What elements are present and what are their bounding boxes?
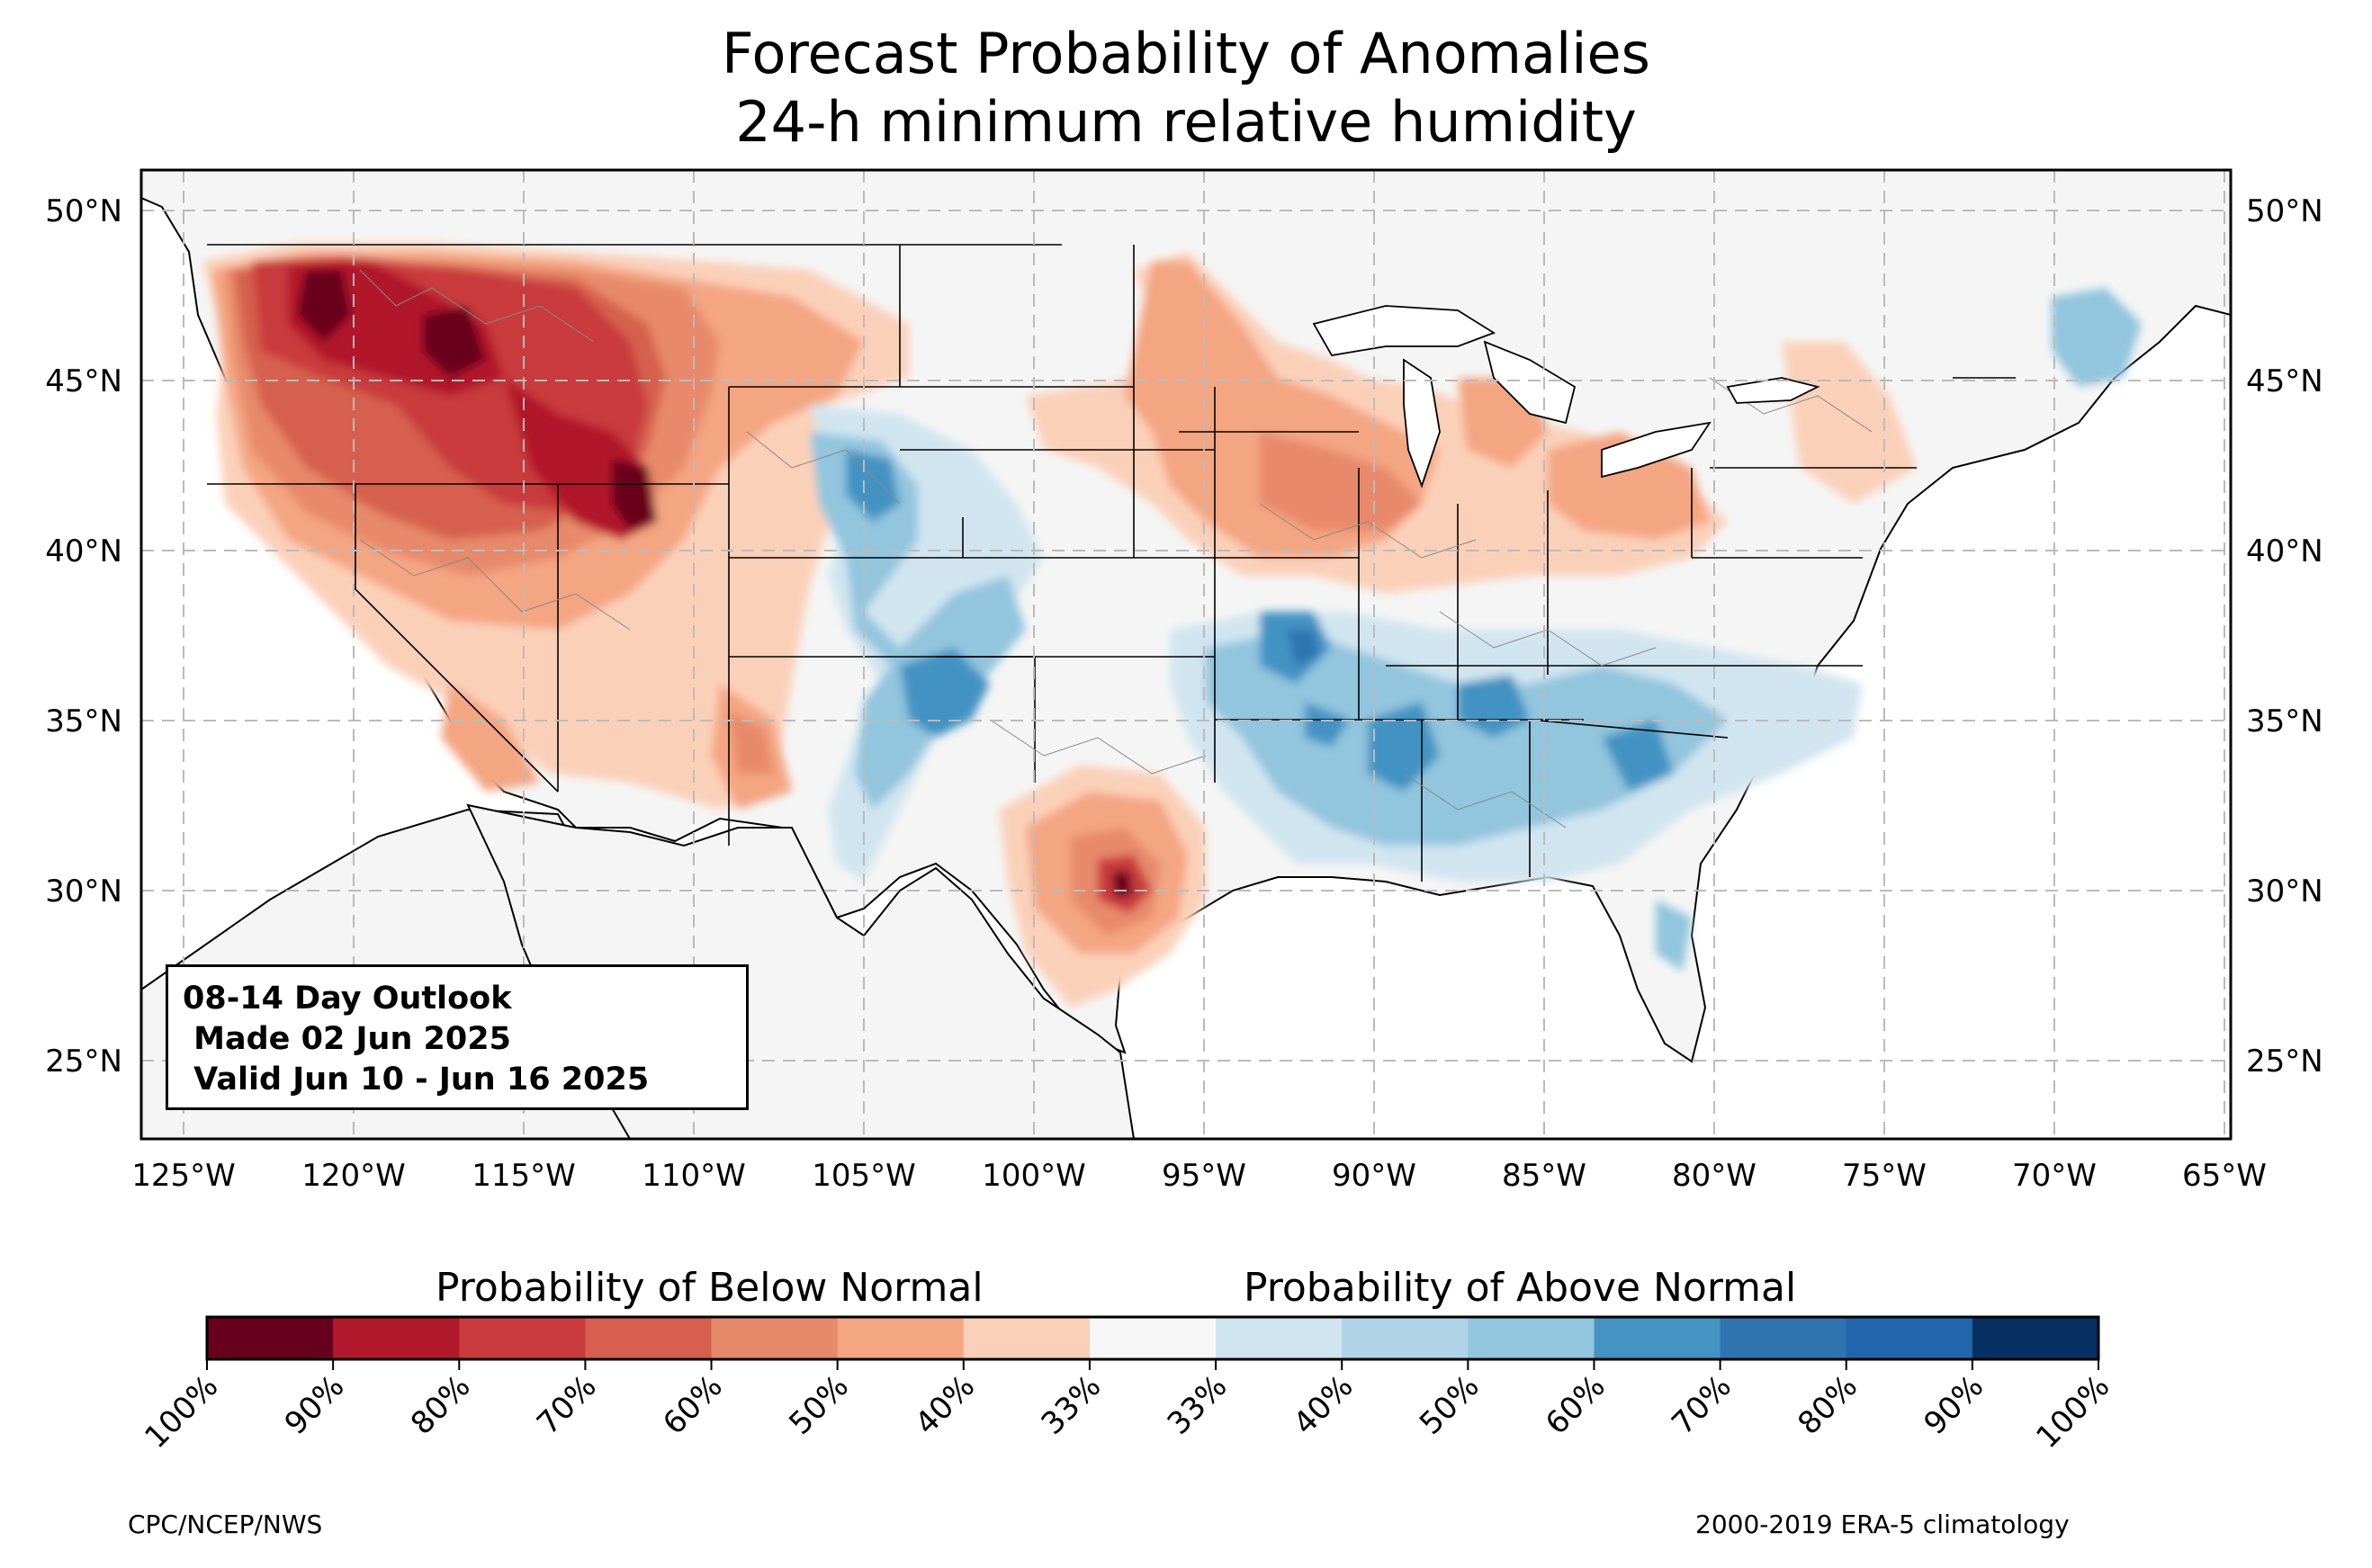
colorbar bbox=[207, 1317, 2099, 1359]
map-subtitle: 24-h minimum relative humidity bbox=[735, 89, 1637, 155]
lat-tick-left: 45°N bbox=[45, 363, 122, 399]
lon-tick: 70°W bbox=[2012, 1158, 2097, 1194]
outlook-info-box: 08-14 Day Outlook Made 02 Jun 2025 Valid… bbox=[166, 964, 749, 1110]
colorbar-tick-label: 80% bbox=[404, 1368, 478, 1442]
lon-tick: 80°W bbox=[1672, 1158, 1757, 1194]
footer-source: CPC/NCEP/NWS bbox=[128, 1510, 323, 1539]
colorbar-tick-label: 40% bbox=[1287, 1368, 1361, 1442]
colorbar-tick-label: 90% bbox=[278, 1368, 352, 1442]
colorbar-tick-label: 50% bbox=[782, 1368, 856, 1442]
lon-tick: 85°W bbox=[1502, 1158, 1586, 1194]
colorbar-segment bbox=[1089, 1317, 1217, 1359]
colorbar-segment bbox=[1846, 1317, 1973, 1359]
colorbar-frame bbox=[205, 1315, 2100, 1361]
lat-tick-right: 35°N bbox=[2246, 703, 2323, 739]
colorbar-segment bbox=[459, 1317, 586, 1359]
colorbar-tick-label: 50% bbox=[1413, 1368, 1487, 1442]
colorbar-tick-label: 70% bbox=[530, 1368, 604, 1442]
lat-tick-right: 50°N bbox=[2246, 193, 2323, 229]
colorbar-tick-label: 60% bbox=[656, 1368, 730, 1442]
lat-tick-right: 30°N bbox=[2246, 874, 2323, 909]
colorbar-segment bbox=[1342, 1317, 1469, 1359]
colorbar-tick-label: 100% bbox=[138, 1368, 225, 1456]
lon-tick: 75°W bbox=[1842, 1158, 1927, 1194]
colorbar-tick-label: 40% bbox=[908, 1368, 982, 1442]
colorbar-segment bbox=[333, 1317, 460, 1359]
colorbar-tick-label: 90% bbox=[1918, 1368, 1991, 1442]
outlook-period: 08-14 Day Outlook bbox=[183, 981, 512, 1017]
great-lakes bbox=[1312, 305, 1820, 488]
colorbar-segment bbox=[1216, 1317, 1343, 1359]
lon-tick: 90°W bbox=[1332, 1158, 1416, 1194]
lon-tick: 95°W bbox=[1162, 1158, 1246, 1194]
map-title: Forecast Probability of Anomalies bbox=[722, 21, 1650, 86]
lon-tick: 105°W bbox=[812, 1158, 916, 1194]
colorbar-tick-label: 70% bbox=[1665, 1368, 1739, 1442]
colorbar-segment bbox=[1972, 1317, 2099, 1359]
lon-tick: 65°W bbox=[2182, 1158, 2267, 1194]
colorbar-tick-label: 100% bbox=[2029, 1368, 2116, 1456]
colorbar-segment bbox=[1594, 1317, 1721, 1359]
colorbar-segment bbox=[207, 1317, 334, 1359]
lat-tick-right: 40°N bbox=[2246, 533, 2323, 569]
footer-climatology: 2000-2019 ERA-5 climatology bbox=[1695, 1510, 2070, 1539]
outlook-valid-range: Valid Jun 10 - Jun 16 2025 bbox=[183, 1062, 650, 1098]
colorbar-tick-label: 33% bbox=[1035, 1368, 1109, 1442]
probability-shading bbox=[202, 243, 2142, 1008]
lat-tick-left: 40°N bbox=[45, 533, 122, 569]
lat-tick-right: 45°N bbox=[2246, 363, 2323, 399]
lat-tick-left: 50°N bbox=[45, 193, 122, 229]
colorbar-segment bbox=[711, 1317, 839, 1359]
lat-tick-left: 35°N bbox=[45, 703, 122, 739]
colorbar-tick-label: 80% bbox=[1791, 1368, 1864, 1442]
below-normal-label: Probability of Below Normal bbox=[436, 1265, 984, 1311]
colorbar-segment bbox=[837, 1317, 965, 1359]
colorbar-segment bbox=[585, 1317, 713, 1359]
colorbar-segment bbox=[963, 1317, 1091, 1359]
colorbar-segment bbox=[1720, 1317, 1847, 1359]
lon-tick: 115°W bbox=[472, 1158, 576, 1194]
lon-tick: 125°W bbox=[131, 1158, 236, 1194]
lat-tick-right: 25°N bbox=[2246, 1044, 2323, 1080]
outlook-made-date: Made 02 Jun 2025 bbox=[183, 1021, 511, 1057]
colorbar-segment bbox=[1468, 1317, 1595, 1359]
lon-tick: 110°W bbox=[642, 1158, 746, 1194]
above-normal-label: Probability of Above Normal bbox=[1244, 1265, 1797, 1311]
map-frame bbox=[139, 168, 2233, 1141]
lat-tick-left: 25°N bbox=[45, 1044, 122, 1080]
lon-tick: 100°W bbox=[982, 1158, 1086, 1194]
colorbar-tick-labels: 100% 90% 80% 70% 60% 50% 40% 33% 33% 40% 50% 60% 70%… bbox=[138, 1359, 2116, 1456]
colorbar-tick-label: 60% bbox=[1539, 1368, 1613, 1442]
colorbar-tick-label: 33% bbox=[1161, 1368, 1235, 1442]
lon-tick: 120°W bbox=[301, 1158, 406, 1194]
lat-tick-left: 30°N bbox=[45, 874, 122, 909]
